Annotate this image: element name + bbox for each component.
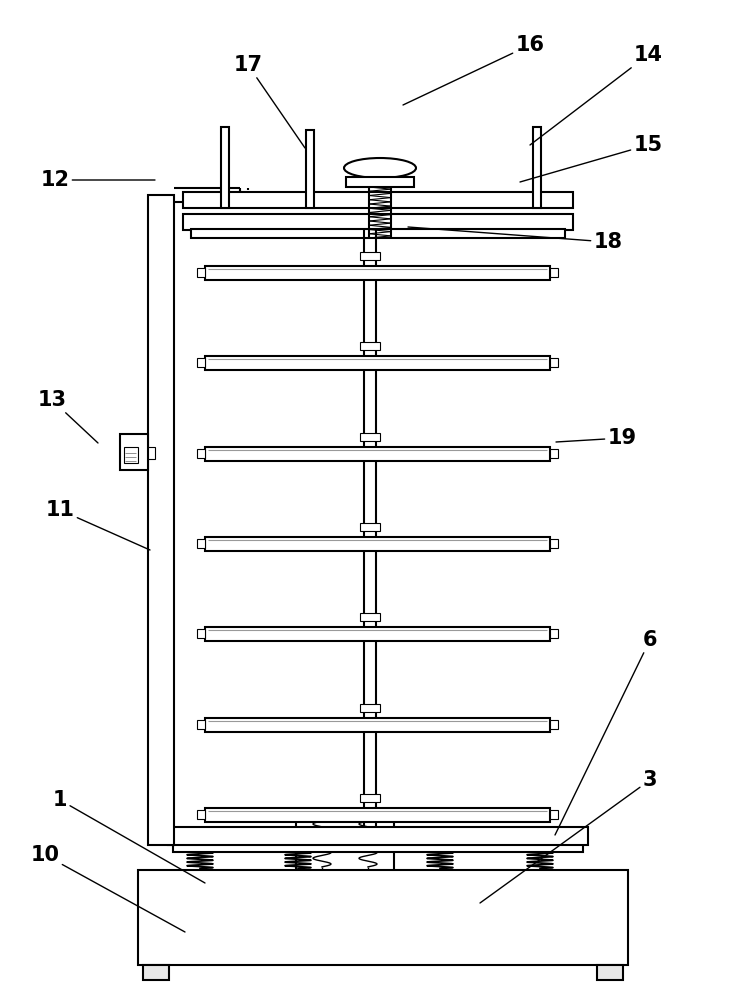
Bar <box>183 192 573 208</box>
Text: 16: 16 <box>403 35 545 105</box>
Bar <box>550 539 558 548</box>
Text: 11: 11 <box>46 500 150 550</box>
Bar <box>550 810 558 819</box>
Bar <box>120 434 148 470</box>
Bar <box>597 965 623 980</box>
Text: 12: 12 <box>41 170 155 190</box>
Text: 15: 15 <box>520 135 663 182</box>
Bar <box>550 268 558 277</box>
Bar <box>360 252 380 260</box>
Bar <box>197 539 205 548</box>
Text: 14: 14 <box>530 45 662 145</box>
Bar <box>197 449 205 458</box>
Bar <box>197 268 205 277</box>
Bar <box>360 433 380 441</box>
Text: 3: 3 <box>480 770 657 903</box>
Bar <box>360 613 380 621</box>
Bar <box>360 342 380 350</box>
Bar <box>550 358 558 367</box>
Bar <box>360 794 380 802</box>
Bar <box>124 447 138 463</box>
Text: 10: 10 <box>30 845 185 932</box>
Bar <box>550 449 558 458</box>
Bar <box>197 720 205 729</box>
Bar <box>197 810 205 819</box>
Bar <box>360 704 380 712</box>
Text: 6: 6 <box>555 630 657 835</box>
Bar <box>197 358 205 367</box>
Bar <box>191 229 565 238</box>
Bar <box>550 720 558 729</box>
Bar <box>168 827 588 845</box>
Bar <box>533 127 541 208</box>
Bar <box>221 127 229 208</box>
Bar <box>346 177 414 187</box>
Bar <box>148 447 155 459</box>
Text: 18: 18 <box>408 227 622 252</box>
Bar <box>550 629 558 638</box>
Bar <box>183 214 573 230</box>
Bar <box>205 266 550 280</box>
Bar <box>143 965 169 980</box>
Text: 19: 19 <box>556 428 636 448</box>
Bar <box>138 870 628 965</box>
Bar <box>205 718 550 732</box>
Bar <box>205 627 550 641</box>
Text: 1: 1 <box>52 790 205 883</box>
Bar <box>148 195 174 845</box>
Bar <box>205 808 550 822</box>
Ellipse shape <box>344 158 416 178</box>
Text: 17: 17 <box>234 55 305 148</box>
Bar <box>205 447 550 461</box>
Bar <box>197 629 205 638</box>
Bar <box>360 523 380 531</box>
Bar <box>173 844 583 852</box>
Bar <box>306 130 314 208</box>
Bar <box>205 356 550 370</box>
Text: 13: 13 <box>38 390 98 443</box>
Bar <box>205 537 550 551</box>
